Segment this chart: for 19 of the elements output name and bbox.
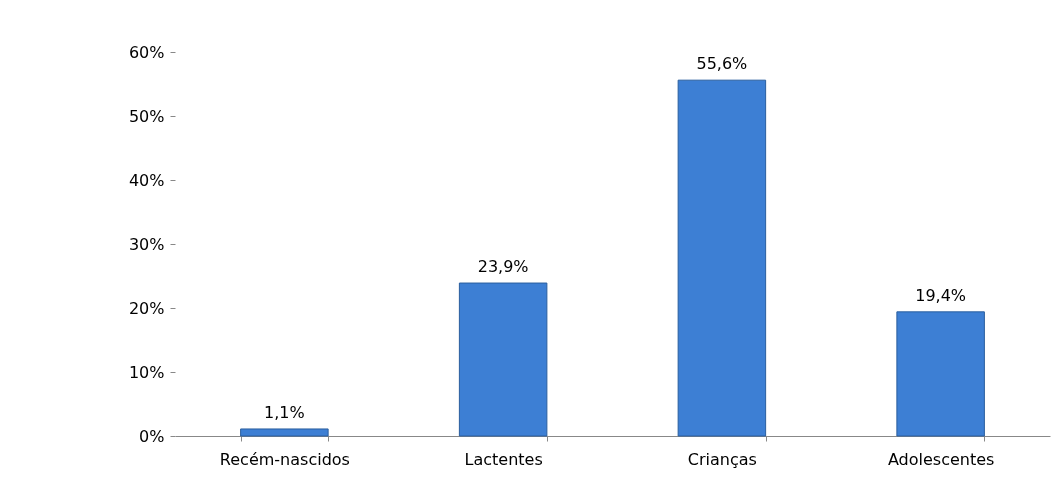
bar xyxy=(896,311,985,437)
y-tick-label: 10% xyxy=(128,362,165,382)
data-label: 55,6% xyxy=(696,54,748,74)
y-tick-label: 0% xyxy=(139,426,165,446)
x-tick-label: Adolescentes xyxy=(887,449,995,469)
bar xyxy=(677,79,767,437)
x-tick-label: Recém-nascidos xyxy=(219,449,350,469)
x-tick-label: Crianças xyxy=(687,449,757,469)
y-tick-label: 60% xyxy=(128,42,165,62)
y-tick-label: 30% xyxy=(128,234,165,254)
y-tick-label: 20% xyxy=(128,298,165,318)
data-label: 1,1% xyxy=(264,402,305,422)
data-label: 23,9% xyxy=(477,257,529,277)
x-tick-label: Lactentes xyxy=(464,449,543,469)
bar xyxy=(240,428,329,437)
bar xyxy=(458,282,548,437)
data-label: 19,4% xyxy=(915,285,967,305)
y-tick-label: 50% xyxy=(128,106,165,126)
y-tick-label: 40% xyxy=(128,170,165,190)
